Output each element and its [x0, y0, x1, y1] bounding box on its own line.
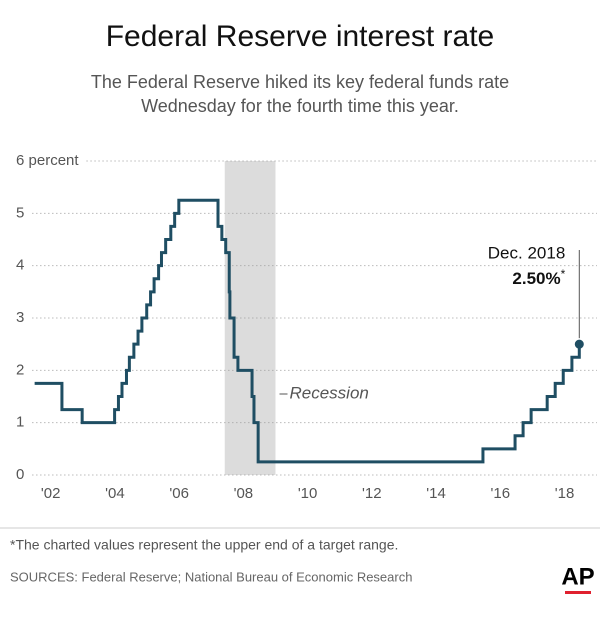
x-tick-label: '04 — [105, 485, 125, 502]
chart-title: Federal Reserve interest rate — [106, 20, 495, 53]
chart-subtitle: Wednesday for the fourth time this year. — [141, 96, 459, 116]
y-tick-label: 0 — [16, 466, 24, 483]
end-point — [574, 339, 584, 349]
y-tick-label: 2 — [16, 361, 24, 378]
logo-underline — [565, 591, 591, 594]
x-tick-label: '12 — [362, 485, 382, 502]
x-tick-label: '16 — [491, 485, 511, 502]
recession-label: Recession — [289, 383, 368, 402]
sources: SOURCES: Federal Reserve; National Burea… — [10, 569, 412, 584]
x-tick-label: '18 — [555, 485, 575, 502]
annotation-mark: * — [561, 267, 566, 281]
annotation-value: 2.50%* — [512, 267, 565, 288]
y-tick-label: 1 — [16, 414, 24, 431]
x-tick-label: '02 — [41, 485, 61, 502]
y-tick-label: 6 percent — [16, 152, 79, 169]
annotation-value-number: 2.50% — [512, 269, 560, 288]
series-line — [34, 198, 581, 464]
y-tick-label: 3 — [16, 309, 24, 326]
x-tick-label: '10 — [298, 485, 318, 502]
y-tick-label: 5 — [16, 204, 24, 221]
x-tick-label: '08 — [234, 485, 254, 502]
footnote: *The charted values represent the upper … — [10, 537, 398, 553]
logo: AP — [561, 563, 594, 590]
x-tick-label: '06 — [169, 485, 189, 502]
plot-area: Recession 0 1 2 3 4 5 6 percent '02 '04 '06 '08 '10 '… — [16, 152, 597, 502]
chart-subtitle: The Federal Reserve hiked its key federa… — [91, 72, 509, 92]
x-tick-label: '14 — [426, 485, 446, 502]
annotation-date: Dec. 2018 — [488, 243, 566, 262]
y-tick-label: 4 — [16, 257, 24, 274]
